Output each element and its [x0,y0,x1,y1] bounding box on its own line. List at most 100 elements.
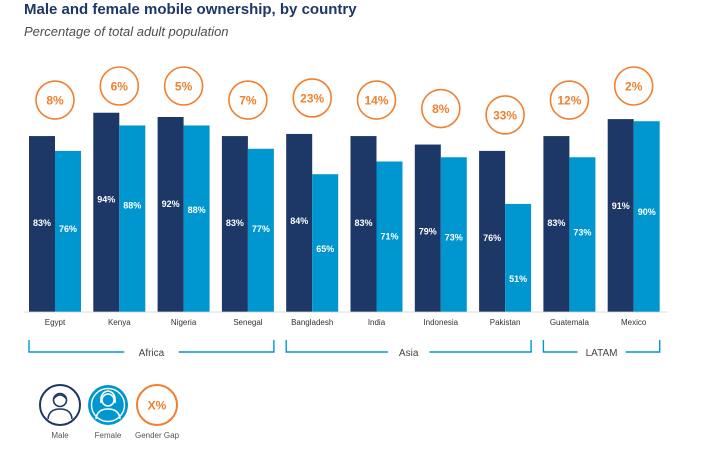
category-label: Bangladesh [291,318,333,327]
data-label-male: 83% [226,218,244,228]
bar-male [157,116,184,312]
gender-gap-bubble: 8% [420,88,461,129]
gender-gap-bubble: 2% [613,66,654,106]
category-group: 76% 51% Pakistan 33% [479,95,532,327]
gap-circle [549,80,590,120]
legend: X% Male Female Gender Gap [39,384,180,440]
category-group: 92% 88% Nigeria 5% [157,66,210,327]
data-label-male: 79% [419,227,437,237]
region-bracket-left [542,340,578,353]
woman-icon [95,390,121,420]
bar-male [543,136,570,312]
category-label: Egypt [45,318,66,327]
data-label-male: 76% [483,233,501,243]
gap-circle [485,95,525,135]
legend-gap-symbol: X% [148,399,167,413]
gender-gap-bubble: 23% [292,78,333,118]
region-bracket: Asia [285,340,532,359]
gap-label: 2% [625,80,643,94]
category-group: 94% 88% Kenya 6% [93,66,146,327]
legend-female-circle [88,385,128,425]
gap-label: 12% [557,94,581,108]
category-label: Senegal [233,318,263,327]
region-bracket-left [285,340,388,353]
gap-label: 14% [364,94,388,108]
category-group: 83% 76% Egypt 8% [29,80,81,327]
gap-label: 7% [239,94,257,108]
region-bracket: LATAM [542,340,661,359]
legend-gender-gap: X% [136,384,178,426]
category-label: Nigeria [171,318,197,327]
bar-male [607,119,634,312]
gap-label: 33% [493,108,517,122]
category-label: India [368,318,386,327]
gap-circle [163,66,204,106]
region-label: Asia [399,348,419,359]
region-label: LATAM [586,348,618,359]
gender-gap-bubble: 6% [99,66,140,106]
region-label: Africa [139,348,165,359]
category-group: 84% 65% Bangladesh 23% [286,78,339,327]
bar-male [350,136,377,312]
gap-circle [292,78,333,118]
data-label-male: 83% [33,218,51,228]
legend-male-circle [39,384,81,426]
category-group: 83% 73% Guatemala 12% [543,80,596,327]
gender-gap-bubble: 8% [35,80,75,120]
data-label-female: 76% [59,224,77,234]
gap-label: 8% [46,94,64,108]
category-label: Indonesia [423,318,458,327]
category-group: 91% 90% Mexico 2% [607,66,660,327]
bar-male [286,133,313,312]
data-label-female: 51% [509,274,527,284]
category-label: Kenya [108,318,131,327]
gap-circle [35,80,75,120]
bar-male [29,136,55,312]
data-label-male: 92% [162,199,180,209]
category-label: Mexico [621,318,647,327]
data-label-female: 88% [123,201,141,211]
data-label-male: 94% [97,195,115,205]
bar-male [93,112,120,312]
gap-circle [613,66,654,106]
bar-female [440,157,467,312]
region-bracket-right [429,340,532,353]
bar-female [376,161,403,312]
data-label-female: 88% [188,205,206,215]
legend-gap-label: Gender Gap [135,431,180,440]
legend-male-label: Male [51,431,69,440]
data-label-female: 73% [445,233,463,243]
region-bracket-right [178,340,275,353]
category-group: 83% 71% India 14% [350,80,403,327]
chart-subtitle: Percentage of total adult population [24,24,229,39]
bar-female [312,174,339,312]
data-label-female: 71% [380,231,398,241]
bar-female [55,150,81,312]
data-label-male: 83% [354,218,372,228]
legend-gap-circle [136,384,178,426]
gap-label: 5% [175,80,193,94]
data-label-male: 84% [290,216,308,226]
man-icon [47,392,73,420]
region-bracket: Africa [28,340,275,359]
regions-layer: Africa Asia LATAM [28,340,661,359]
legend-female-label: Female [95,431,122,440]
data-label-female: 90% [638,207,656,217]
bar-male [221,136,248,312]
gap-label: 8% [432,102,450,116]
bar-female [183,125,210,313]
region-bracket-right [625,340,661,353]
region-bracket-left [28,340,125,353]
gender-gap-bubble: 33% [485,95,525,135]
gap-circle [356,80,397,120]
bar-female [119,125,146,313]
bar-female [247,148,274,312]
category-group: 79% 73% Indonesia 8% [414,88,467,327]
bar-male [479,150,506,312]
bar-male [414,144,441,312]
chart-title: Male and female mobile ownership, by cou… [24,1,357,18]
data-label-male: 83% [547,218,565,228]
bar-female [505,203,532,312]
bar-female [633,121,660,312]
